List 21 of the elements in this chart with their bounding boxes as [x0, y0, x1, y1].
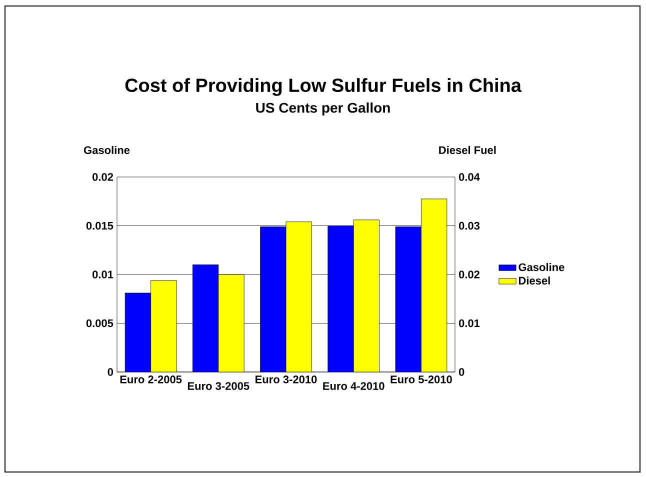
y-tick-label: 0	[108, 368, 114, 376]
y2-tick-label: 0.03	[458, 222, 480, 230]
x-tick-label: Euro 2-2005	[120, 376, 182, 384]
chart-subtitle: US Cents per Gallon	[256, 102, 390, 116]
x-tick-label: Euro 3-2005	[188, 382, 250, 390]
y2-tick-label: 0.04	[458, 173, 480, 181]
y-tick-label: 0.01	[92, 270, 114, 278]
x-tick-label: Euro 4-2010	[323, 382, 384, 390]
y-tick-label: 0.02	[92, 173, 114, 181]
legend-label: Diesel	[518, 276, 550, 285]
x-tick-label: Euro 3-2010	[256, 376, 317, 384]
x-tick-label: Euro 5-2010	[390, 376, 452, 384]
y2-tick-label: 0	[458, 368, 464, 376]
y-tick-label: 0.015	[86, 222, 114, 230]
y2-tick-label: 0.01	[458, 319, 480, 328]
y2-tick-label: 0.02	[458, 270, 480, 278]
y2-axis-title: Diesel Fuel	[439, 146, 496, 154]
y-axis-title: Gasoline	[84, 146, 130, 154]
chart-title: Cost of Providing Low Sulfur Fuels in China	[125, 78, 522, 96]
legend-label: Gasoline	[518, 263, 564, 272]
y-tick-label: 0.005	[86, 319, 114, 328]
